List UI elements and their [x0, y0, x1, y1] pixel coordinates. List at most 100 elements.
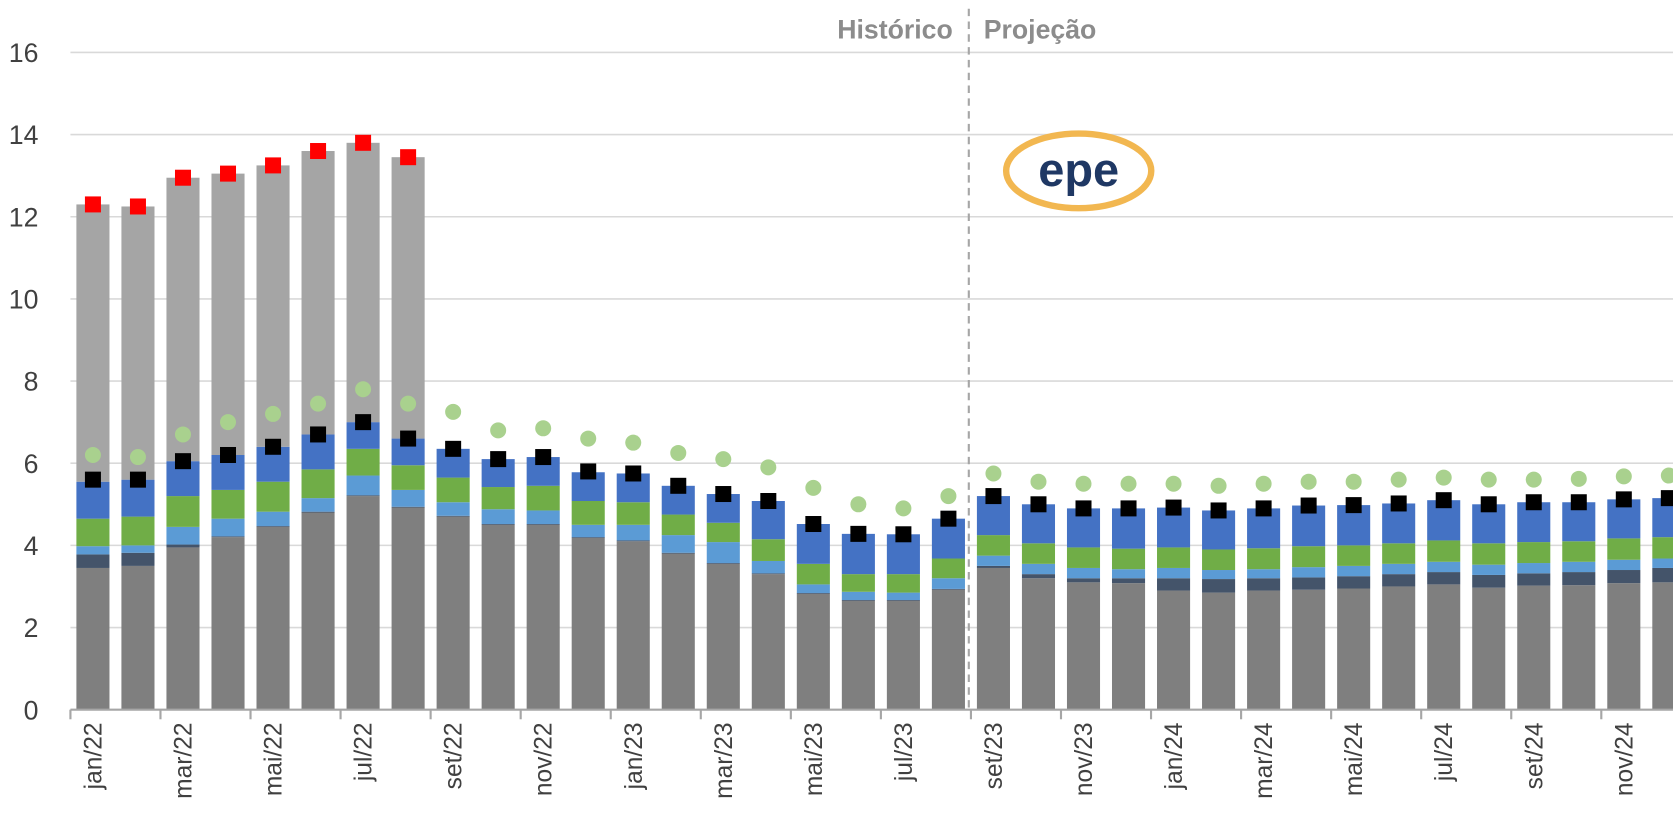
marker: [535, 449, 552, 466]
marker: [805, 479, 822, 496]
bar-segment: [841, 600, 875, 710]
bar-segment: [166, 526, 200, 545]
marker: [760, 459, 777, 476]
y-tick-label: 0: [24, 695, 39, 725]
x-tick-label: mar/24: [1251, 722, 1278, 798]
bar-segment: [121, 565, 155, 710]
y-tick-label: 10: [9, 285, 39, 315]
bar-segment: [706, 542, 740, 564]
bar-segment: [1562, 585, 1596, 710]
marker: [84, 196, 101, 213]
grid: [70, 51, 1673, 711]
bar-segment: [751, 574, 785, 710]
marker: [174, 426, 191, 443]
bar-segment: [1111, 569, 1146, 579]
bar-segment: [121, 552, 155, 566]
bar-segment: [256, 526, 290, 527]
marker: [1435, 492, 1452, 509]
bar-segment: [796, 593, 830, 710]
marker: [670, 444, 687, 461]
y-tick-label: 8: [24, 367, 39, 397]
bar-segment: [391, 489, 425, 507]
bar-segment: [1652, 537, 1673, 559]
bar-segment: [301, 469, 335, 499]
bar-segment: [616, 502, 650, 525]
bar-segment: [526, 510, 560, 525]
bar-segment: [1427, 561, 1461, 573]
bar-segment: [346, 142, 380, 423]
bar-segment: [1157, 547, 1191, 568]
bar-segment: [1066, 567, 1101, 579]
marker: [850, 496, 867, 513]
bar-segment: [1472, 564, 1506, 575]
marker: [625, 465, 642, 482]
marker: [625, 434, 642, 451]
marker: [129, 471, 146, 488]
marker: [1345, 497, 1362, 514]
marker: [715, 451, 732, 468]
bar-segment: [346, 448, 380, 476]
bar-segment: [346, 495, 380, 497]
bar-segment: [166, 544, 200, 548]
x-tick-label: set/23: [981, 722, 1008, 789]
bar-segment: [1292, 577, 1326, 590]
bar-segment: [1021, 574, 1056, 579]
marker: [1570, 470, 1587, 487]
bar-segment: [526, 524, 560, 525]
bar-segment: [76, 554, 110, 568]
bar-segment: [76, 567, 110, 710]
bar-segment: [301, 151, 335, 435]
bar-segment: [1562, 541, 1596, 562]
marker: [1480, 471, 1497, 488]
x-tick-label: nov/24: [1611, 722, 1638, 796]
bar-segment: [706, 563, 740, 710]
bar-segment: [256, 165, 290, 447]
bar-segment: [1247, 578, 1281, 591]
bar-segment: [841, 574, 875, 592]
bar-segment: [886, 600, 920, 601]
bar-segment: [1337, 565, 1371, 577]
bar-segment: [1157, 590, 1191, 710]
bar-segment: [571, 524, 605, 538]
marker: [1570, 494, 1587, 511]
bar-segment: [931, 589, 965, 710]
marker: [1165, 475, 1182, 492]
bar-segment: [1472, 574, 1506, 588]
bar-segment: [751, 573, 785, 575]
bar-segment: [1157, 578, 1191, 591]
bar-segment: [571, 537, 605, 538]
bar-segment: [976, 555, 1010, 566]
bar-segment: [1427, 572, 1461, 585]
marker: [310, 426, 327, 443]
marker: [400, 395, 417, 412]
bar-segment: [211, 173, 245, 455]
bar-segment: [1382, 543, 1416, 564]
x-tick-label: jan/22: [80, 722, 107, 790]
x-tick-label: mai/24: [1341, 722, 1368, 796]
marker: [1120, 500, 1137, 517]
bar-segment: [1066, 582, 1101, 710]
bar-segment: [1247, 590, 1281, 710]
bar-segment: [1111, 548, 1146, 570]
bar-segment: [1247, 548, 1281, 570]
bar-segment: [211, 518, 245, 537]
bar-segment: [706, 563, 740, 564]
bar-segment: [1021, 578, 1056, 710]
bar-segment: [1517, 563, 1551, 574]
marker: [850, 525, 867, 542]
bar-segment: [616, 540, 650, 542]
marker: [490, 422, 507, 439]
bar-segment: [1292, 567, 1326, 578]
y-tick-label: 2: [24, 613, 39, 643]
bar-segment: [571, 501, 605, 525]
marker: [84, 471, 101, 488]
bar-segment: [1292, 589, 1326, 710]
bar-segment: [1021, 563, 1056, 575]
bar-segment: [796, 584, 830, 594]
marker: [1030, 473, 1047, 490]
marker: [265, 405, 282, 422]
bar-segment: [661, 553, 695, 710]
bar-segment: [1157, 567, 1191, 579]
bar-segment: [616, 524, 650, 541]
bar-segment: [976, 567, 1010, 710]
